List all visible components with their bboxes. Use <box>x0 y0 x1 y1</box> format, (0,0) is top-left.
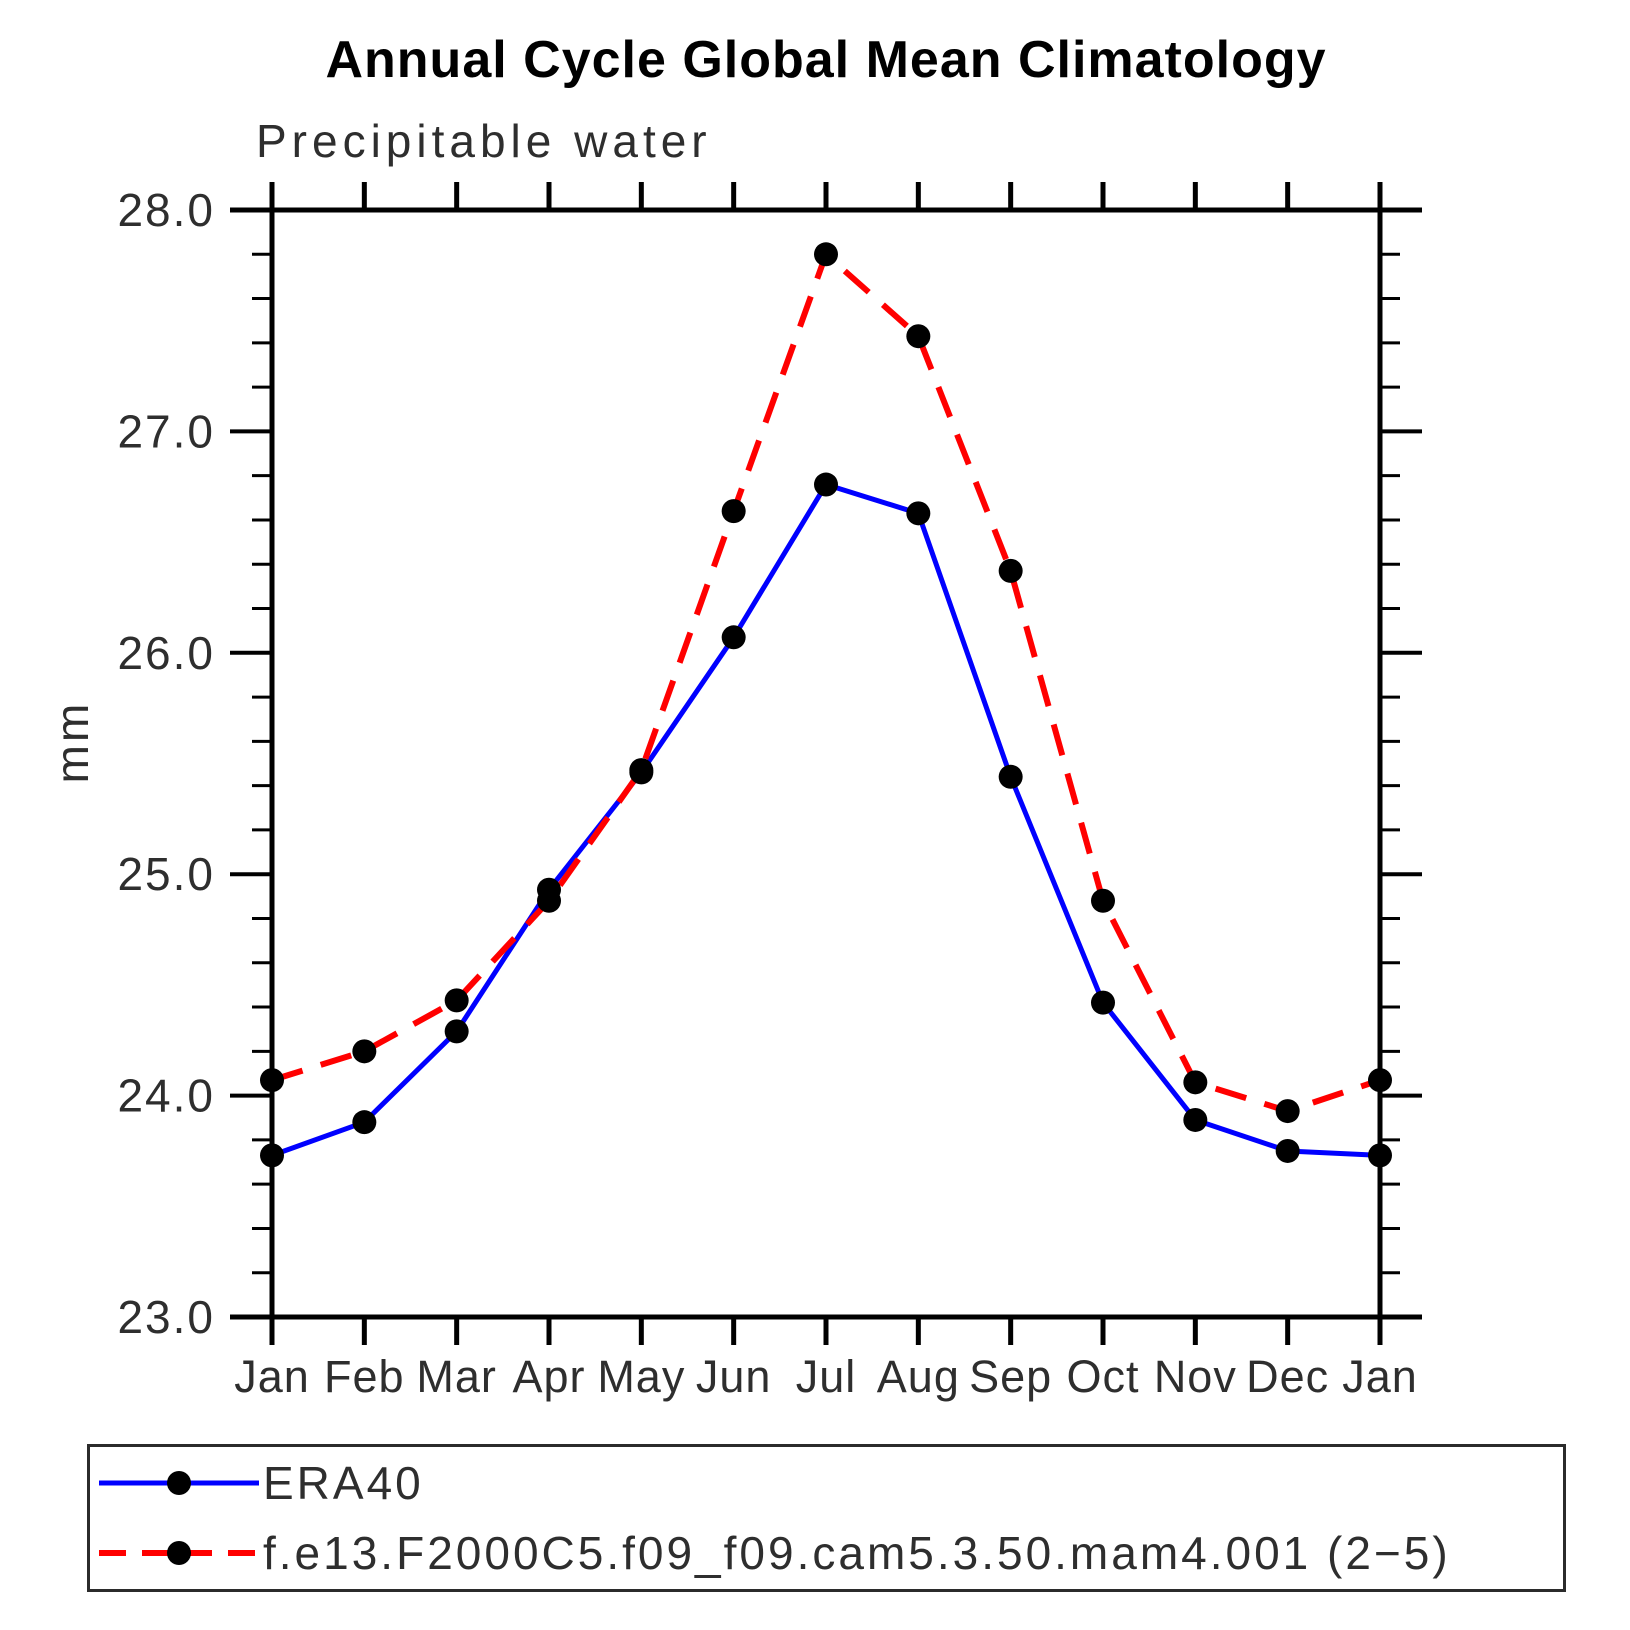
series-1-marker <box>906 324 931 349</box>
chart-subtitle: Precipitable water <box>256 115 712 167</box>
series-0-marker <box>814 472 838 497</box>
series-line-1 <box>271 251 1381 1115</box>
model-sample-marker <box>167 1541 191 1565</box>
x-tick-label: Feb <box>324 1351 405 1402</box>
series-0-marker <box>1368 1143 1392 1168</box>
x-tick-label: Jan <box>234 1351 310 1402</box>
x-tick-label: Nov <box>1154 1351 1237 1402</box>
series-line-0 <box>271 482 1381 1158</box>
legend-label-era40: ERA40 <box>263 1457 424 1509</box>
series-1-marker <box>1275 1099 1300 1124</box>
series-1-marker <box>629 758 654 783</box>
x-tick-label: Apr <box>512 1351 585 1402</box>
x-tick-label: Aug <box>877 1351 960 1402</box>
chart-title: Annual Cycle Global Mean Climatology <box>325 31 1327 89</box>
series-1-marker <box>260 1068 284 1093</box>
series-1-marker <box>352 1039 377 1064</box>
series-0-marker <box>260 1143 284 1168</box>
y-tick-label: 25.0 <box>117 848 215 900</box>
series-1-marker <box>1183 1070 1208 1095</box>
series-1-marker <box>444 988 469 1013</box>
series-0-marker <box>721 625 746 650</box>
x-tick-label: Dec <box>1246 1351 1329 1402</box>
y-tick-label: 24.0 <box>117 1070 215 1122</box>
x-tick-label: Jun <box>696 1351 772 1402</box>
era40-line-sample <box>99 1471 259 1495</box>
series-0-marker <box>998 764 1023 789</box>
series-0-marker <box>444 1019 469 1044</box>
y-tick-label: 23.0 <box>117 1291 215 1343</box>
legend-item-era40: ERA40 <box>95 1457 1563 1509</box>
legend-label-model: f.e13.F2000C5.f09_f09.cam5.3.50.mam4.001… <box>263 1527 1451 1579</box>
series-1-marker <box>814 242 838 267</box>
x-tick-label: Mar <box>416 1351 497 1402</box>
series-1-marker <box>721 499 746 524</box>
legend: ERA40 f.e13.F2000C5.f09_f09.cam5.3.50.ma… <box>87 1444 1566 1592</box>
x-tick-label: Sep <box>969 1351 1052 1402</box>
era40-sample-marker <box>167 1471 191 1495</box>
series-0-marker <box>1183 1107 1208 1132</box>
series-0-marker <box>1091 990 1115 1015</box>
series-1-marker <box>1091 888 1115 913</box>
x-tick-label: Oct <box>1066 1351 1139 1402</box>
y-tick-label: 27.0 <box>117 405 215 457</box>
series-1-marker <box>1368 1068 1392 1093</box>
series-0-marker <box>1275 1138 1300 1163</box>
series-0-marker <box>906 501 931 526</box>
x-tick-label: May <box>597 1351 685 1402</box>
series-0-marker <box>352 1110 377 1135</box>
series-1-marker <box>998 558 1023 583</box>
legend-item-model: f.e13.F2000C5.f09_f09.cam5.3.50.mam4.001… <box>95 1527 1563 1579</box>
y-tick-label: 26.0 <box>117 627 215 679</box>
series-1-marker <box>537 888 561 913</box>
y-tick-label: 28.0 <box>117 184 215 236</box>
x-tick-label: Jan <box>1342 1351 1418 1402</box>
x-tick-label: Jul <box>796 1351 857 1402</box>
model-line-sample <box>99 1541 259 1565</box>
